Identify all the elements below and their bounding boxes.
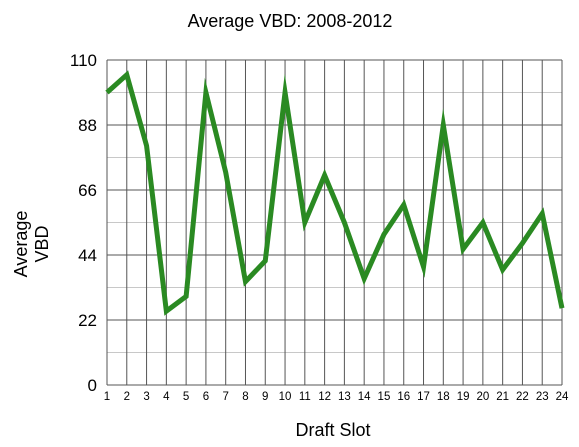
y-tick-labels: 0 22 44 66 88 110 xyxy=(70,51,97,395)
series-layer xyxy=(105,70,565,316)
x-tick-label: 7 xyxy=(222,391,228,403)
x-axis-label: Draft Slot xyxy=(295,420,370,440)
y-tick-label: 22 xyxy=(78,311,97,330)
x-tick-label: 16 xyxy=(397,391,410,403)
x-tick-label: 5 xyxy=(183,391,189,403)
x-tick-label: 15 xyxy=(378,391,391,403)
x-tick-label: 8 xyxy=(242,391,248,403)
x-tick-label: 18 xyxy=(437,391,450,403)
y-tick-label: 44 xyxy=(78,246,97,265)
y-tick-label: 0 xyxy=(88,376,97,395)
x-tick-label: 14 xyxy=(358,391,371,403)
series-line xyxy=(105,70,565,316)
x-tick-label: 24 xyxy=(556,391,569,403)
x-tick-label: 21 xyxy=(496,391,509,403)
x-tick-label: 11 xyxy=(299,391,311,403)
x-tick-label: 3 xyxy=(143,391,149,403)
x-tick-label: 6 xyxy=(203,391,209,403)
chart-title: Average VBD: 2008-2012 xyxy=(188,11,393,31)
y-tick-label: 88 xyxy=(78,116,97,135)
y-axis-label-line1: Average xyxy=(11,211,31,278)
x-tick-label: 20 xyxy=(476,391,489,403)
x-tick-label: 10 xyxy=(279,391,292,403)
x-tick-label: 12 xyxy=(318,391,331,403)
x-tick-label: 13 xyxy=(338,391,351,403)
x-tick-label: 17 xyxy=(417,391,430,403)
y-tick-label: 66 xyxy=(78,181,97,200)
x-tick-labels: 1 2 3 4 5 6 7 8 9 10 11 12 13 14 15 16 17 18 19 20 21 22 23 24 xyxy=(104,391,569,403)
x-tick-label: 4 xyxy=(163,391,170,403)
x-tick-label: 22 xyxy=(516,391,529,403)
x-tick-label: 1 xyxy=(104,391,110,403)
y-tick-label: 110 xyxy=(70,51,97,70)
y-axis-label-line2: VBD xyxy=(32,225,52,262)
x-tick-label: 2 xyxy=(124,391,130,403)
grid xyxy=(106,59,563,386)
x-tick-label: 19 xyxy=(457,391,470,403)
x-tick-label: 9 xyxy=(262,391,268,403)
x-tick-label: 23 xyxy=(536,391,549,403)
